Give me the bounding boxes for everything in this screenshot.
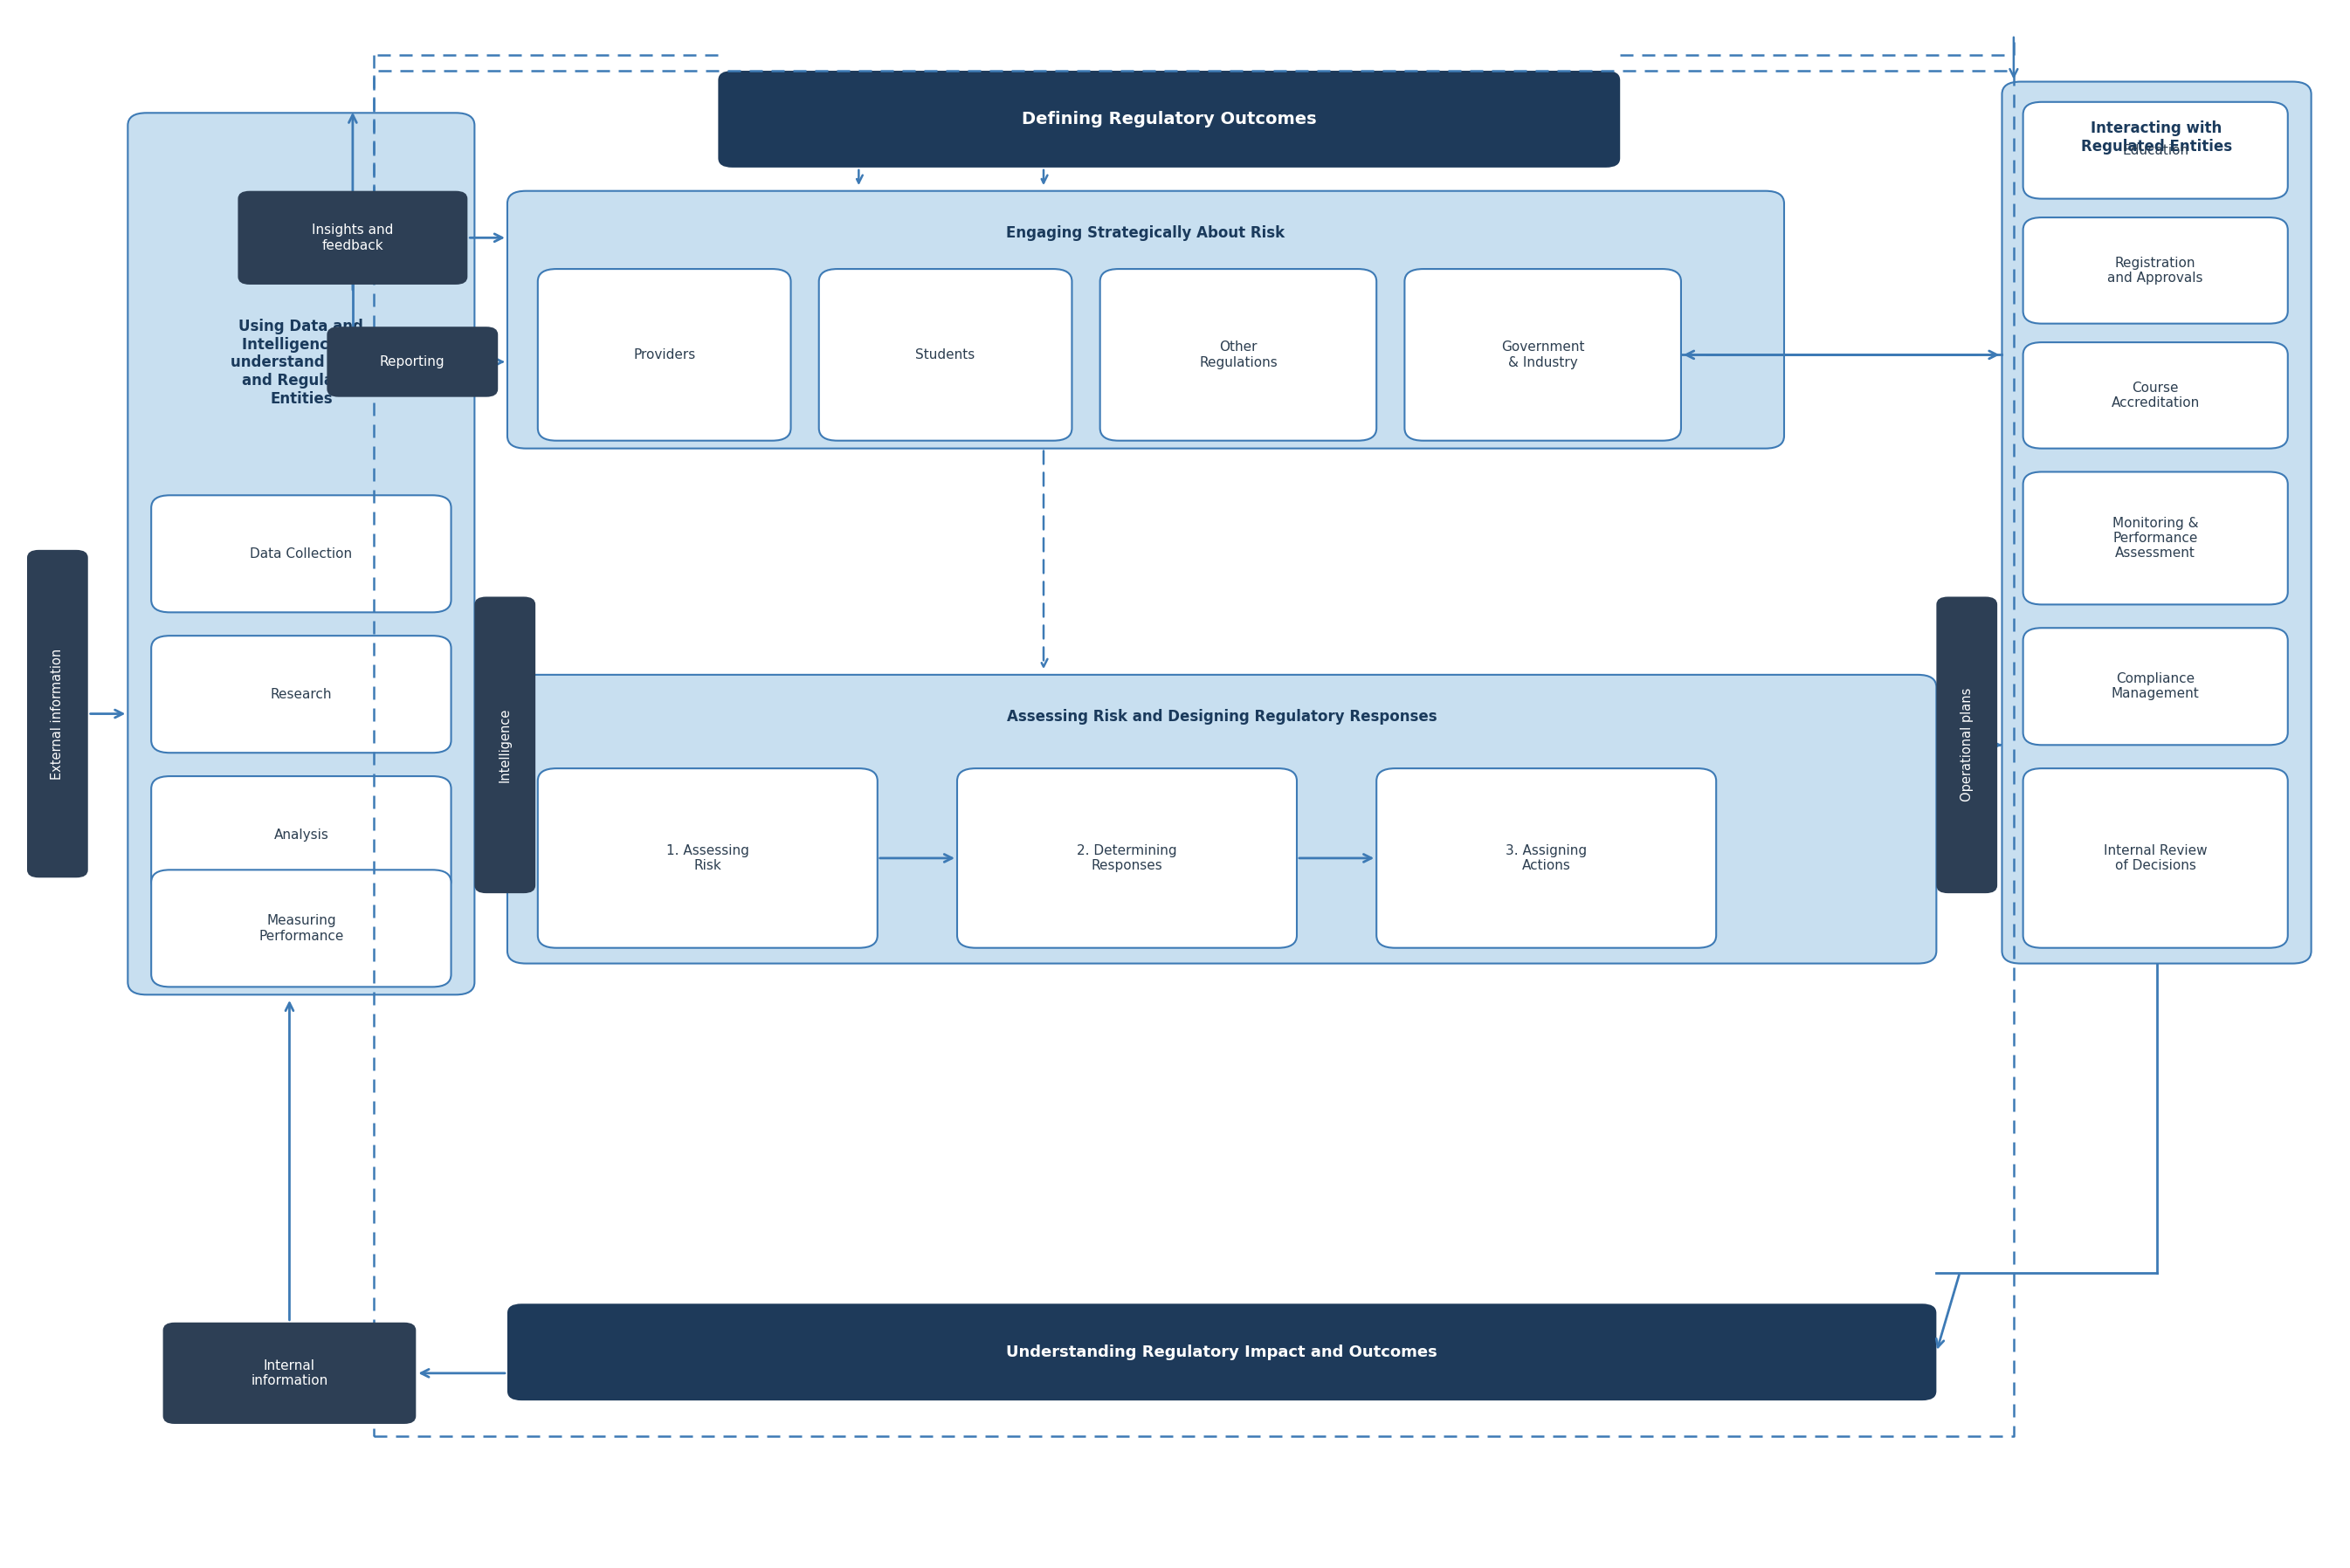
FancyBboxPatch shape: [538, 768, 877, 949]
FancyBboxPatch shape: [2023, 102, 2289, 199]
FancyBboxPatch shape: [28, 550, 87, 878]
FancyBboxPatch shape: [2023, 218, 2289, 323]
Text: External information: External information: [52, 648, 63, 779]
FancyBboxPatch shape: [237, 191, 468, 284]
FancyBboxPatch shape: [150, 870, 451, 986]
FancyBboxPatch shape: [1377, 768, 1716, 949]
FancyBboxPatch shape: [327, 326, 498, 397]
Text: Providers: Providers: [632, 348, 696, 361]
Text: Understanding Regulatory Impact and Outcomes: Understanding Regulatory Impact and Outc…: [1006, 1344, 1438, 1359]
Text: Analysis: Analysis: [273, 828, 329, 842]
Text: Defining Regulatory Outcomes: Defining Regulatory Outcomes: [1022, 111, 1316, 127]
Text: Registration
and Approvals: Registration and Approvals: [2108, 257, 2204, 285]
Text: 3. Assigning
Actions: 3. Assigning Actions: [1506, 844, 1586, 872]
FancyBboxPatch shape: [150, 495, 451, 613]
FancyBboxPatch shape: [956, 768, 1297, 949]
Text: Assessing Risk and Designing Regulatory Responses: Assessing Risk and Designing Regulatory …: [1006, 709, 1436, 724]
FancyBboxPatch shape: [2023, 472, 2289, 605]
Text: Insights and
feedback: Insights and feedback: [313, 224, 392, 252]
Text: Compliance
Management: Compliance Management: [2110, 673, 2200, 701]
FancyBboxPatch shape: [508, 1303, 1936, 1400]
Text: Research: Research: [270, 688, 331, 701]
FancyBboxPatch shape: [719, 71, 1619, 168]
Text: Measuring
Performance: Measuring Performance: [258, 914, 343, 942]
FancyBboxPatch shape: [1100, 270, 1377, 441]
FancyBboxPatch shape: [538, 270, 792, 441]
FancyBboxPatch shape: [475, 597, 536, 894]
FancyBboxPatch shape: [150, 776, 451, 894]
FancyBboxPatch shape: [508, 674, 1936, 963]
Text: Students: Students: [916, 348, 975, 361]
Text: Course
Accreditation: Course Accreditation: [2110, 381, 2200, 409]
Text: Operational plans: Operational plans: [1960, 688, 1974, 801]
FancyBboxPatch shape: [2002, 82, 2310, 963]
Text: Other
Regulations: Other Regulations: [1199, 340, 1278, 368]
FancyBboxPatch shape: [1405, 270, 1680, 441]
Text: Internal Review
of Decisions: Internal Review of Decisions: [2103, 844, 2207, 872]
FancyBboxPatch shape: [150, 635, 451, 753]
FancyBboxPatch shape: [127, 113, 475, 994]
FancyBboxPatch shape: [508, 191, 1784, 448]
Text: Interacting with
Regulated Entities: Interacting with Regulated Entities: [2082, 121, 2232, 155]
Text: Engaging Strategically About Risk: Engaging Strategically About Risk: [1006, 226, 1285, 241]
FancyBboxPatch shape: [2023, 342, 2289, 448]
Text: Monitoring &
Performance
Assessment: Monitoring & Performance Assessment: [2113, 516, 2200, 560]
Text: Intelligence: Intelligence: [498, 707, 512, 782]
FancyBboxPatch shape: [2023, 768, 2289, 949]
Text: Government
& Industry: Government & Industry: [1502, 340, 1584, 368]
FancyBboxPatch shape: [2023, 627, 2289, 745]
Text: Internal
information: Internal information: [251, 1359, 329, 1388]
Text: Education: Education: [2122, 144, 2188, 157]
Text: Data Collection: Data Collection: [249, 547, 352, 560]
FancyBboxPatch shape: [818, 270, 1072, 441]
FancyBboxPatch shape: [162, 1322, 416, 1424]
Text: Reporting: Reporting: [381, 356, 444, 368]
FancyBboxPatch shape: [1936, 597, 1998, 894]
Text: Using Data and
Intelligence to
understand Risks
and Regulated
Entities: Using Data and Intelligence to understan…: [230, 318, 371, 406]
Text: 1. Assessing
Risk: 1. Assessing Risk: [665, 844, 750, 872]
Text: 2. Determining
Responses: 2. Determining Responses: [1076, 844, 1177, 872]
